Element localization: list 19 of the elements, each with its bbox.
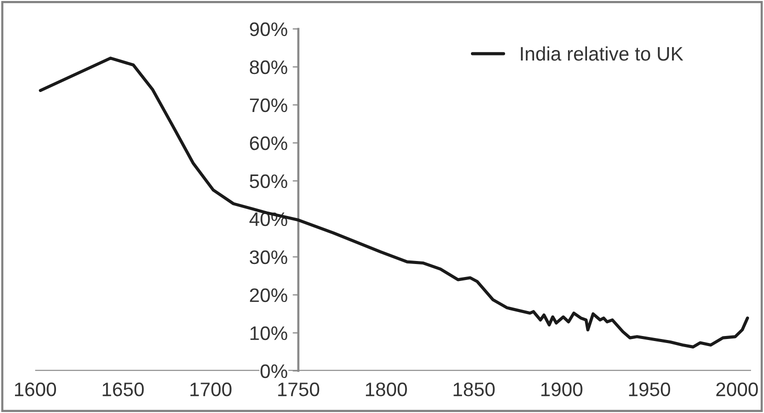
x-tick-label: 2000 bbox=[716, 382, 758, 396]
x-tick-label: 1800 bbox=[366, 382, 407, 396]
x-tick-label: 1900 bbox=[541, 382, 582, 396]
x-tick-label: 1850 bbox=[454, 382, 495, 396]
x-tick-label: 1650 bbox=[102, 382, 144, 396]
y-tick-label: 30% bbox=[250, 250, 288, 264]
x-tick-label: 1600 bbox=[15, 382, 56, 396]
y-tick-label: 20% bbox=[250, 288, 288, 302]
y-tick-label: 70% bbox=[250, 98, 288, 112]
x-tick-label: 1950 bbox=[629, 382, 670, 396]
legend-label: India relative to UK bbox=[520, 46, 684, 61]
x-tick-label: 1700 bbox=[190, 382, 232, 396]
y-tick-label: 60% bbox=[250, 136, 288, 150]
y-tick-label: 10% bbox=[250, 326, 288, 340]
x-tick-label: 1750 bbox=[278, 382, 320, 396]
y-tick-label: 0% bbox=[260, 364, 288, 378]
y-tick-label: 90% bbox=[250, 22, 288, 36]
y-tick-label: 80% bbox=[250, 60, 288, 74]
y-tick-label: 50% bbox=[250, 174, 288, 188]
